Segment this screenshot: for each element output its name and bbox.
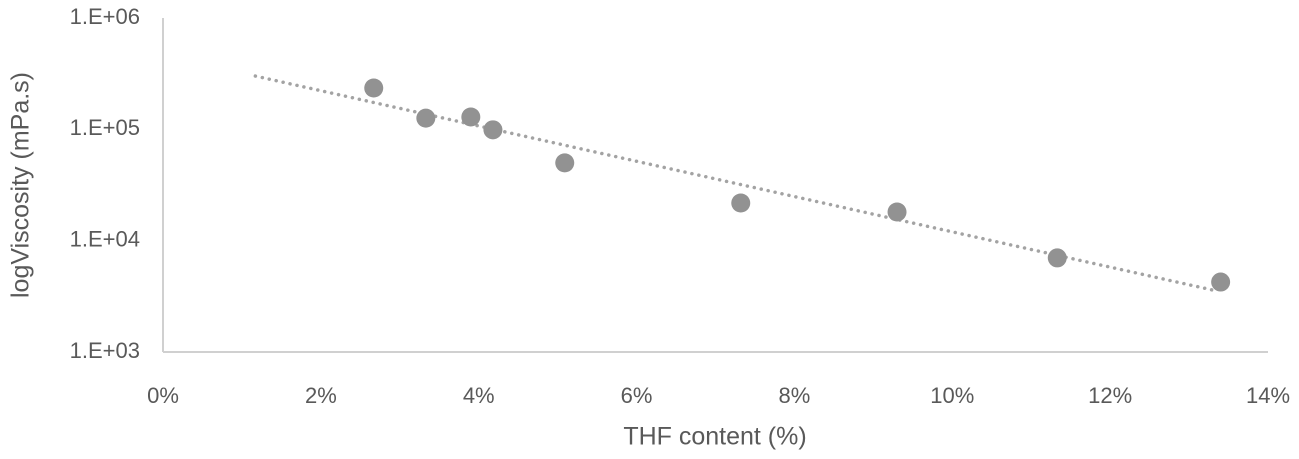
x-tick-label: 8%	[779, 383, 811, 408]
x-tick-label: 12%	[1088, 383, 1132, 408]
x-axis-title: THF content (%)	[623, 423, 806, 451]
x-tick-label: 10%	[930, 383, 974, 408]
x-tick-label: 0%	[147, 383, 179, 408]
x-tick-label: 6%	[621, 383, 653, 408]
y-tick-label: 1.E+06	[70, 4, 140, 29]
data-point	[416, 108, 436, 128]
data-point	[1047, 248, 1067, 268]
data-point	[555, 153, 575, 173]
y-axis-title: logViscosity (mPa.s)	[7, 72, 35, 298]
data-point	[731, 193, 751, 213]
y-tick-label: 1.E+05	[70, 115, 140, 140]
y-tick-label: 1.E+04	[70, 226, 140, 251]
x-tick-label: 4%	[463, 383, 495, 408]
data-point	[1211, 272, 1231, 292]
y-tick-label: 1.E+03	[70, 338, 140, 363]
x-tick-label: 2%	[305, 383, 337, 408]
data-point	[461, 107, 481, 127]
x-tick-label: 14%	[1246, 383, 1290, 408]
data-point	[887, 202, 907, 222]
data-point	[364, 78, 384, 98]
data-point	[483, 120, 503, 140]
